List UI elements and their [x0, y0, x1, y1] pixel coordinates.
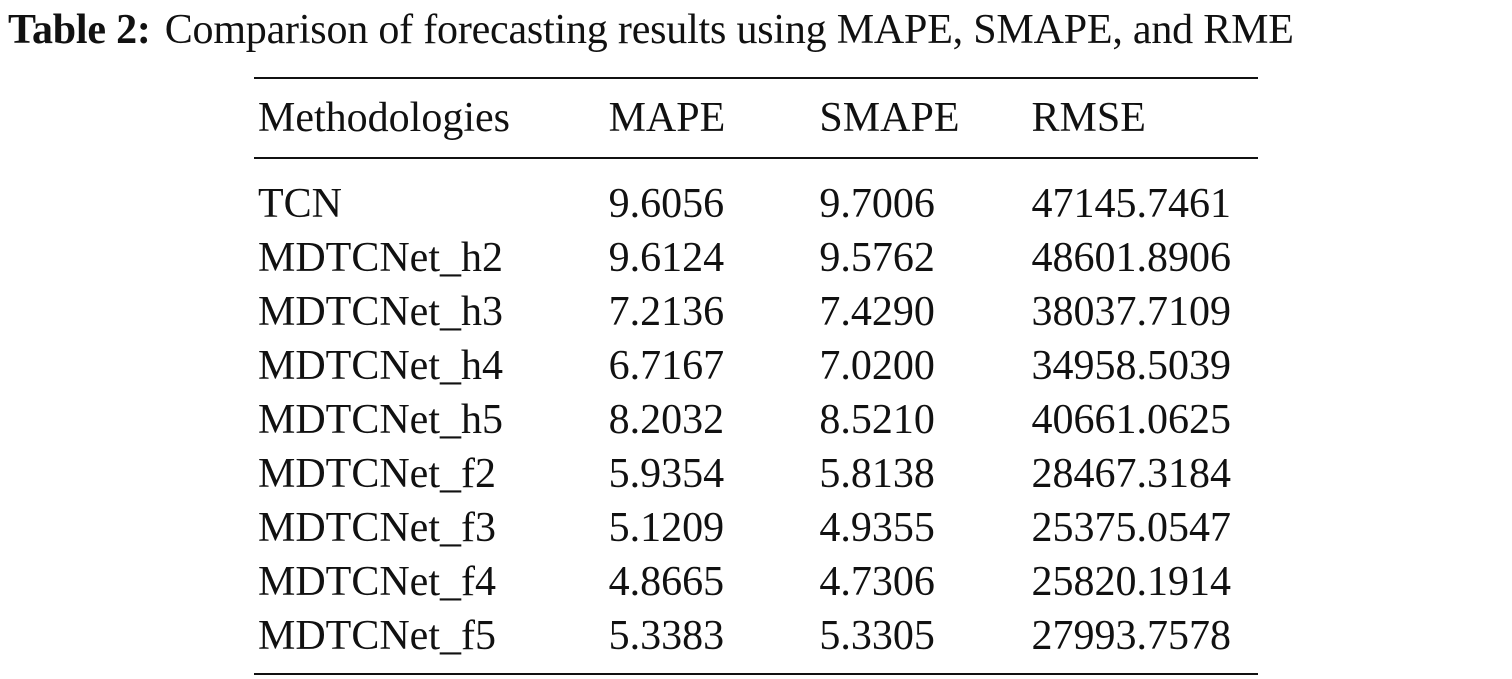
cell-methodology: MDTCNet_h4	[258, 343, 503, 389]
table-row: MDTCNet_f2 5.9354 5.8138 28467.3184	[254, 447, 1258, 501]
table-row: MDTCNet_h2 9.6124 9.5762 48601.8906	[254, 231, 1258, 285]
cell-smape: 9.5762	[819, 235, 935, 281]
cell-rmse: 28467.3184	[1031, 451, 1232, 497]
table-row: MDTCNet_h5 8.2032 8.5210 40661.0625	[254, 393, 1258, 447]
cell-smape: 5.8138	[819, 451, 935, 497]
table-row: MDTCNet_f4 4.8665 4.7306 25820.1914	[254, 555, 1258, 609]
cell-mape: 5.9354	[608, 451, 725, 497]
header-rmse: RMSE	[1031, 95, 1146, 141]
cell-rmse: 40661.0625	[1031, 397, 1232, 443]
cell-mape: 4.8665	[608, 559, 725, 605]
cell-methodology: MDTCNet_f4	[258, 559, 496, 605]
cell-smape: 7.4290	[819, 289, 935, 335]
cell-mape: 6.7167	[608, 343, 725, 389]
table-row: MDTCNet_f5 5.3383 5.3305 27993.7578	[254, 609, 1258, 674]
cell-methodology: TCN	[258, 181, 342, 227]
table-row: MDTCNet_h4 6.7167 7.0200 34958.5039	[254, 339, 1258, 393]
results-table-container: Methodologies MAPE SMAPE RMSE TCN 9.6056…	[254, 77, 1258, 675]
cell-mape: 8.2032	[608, 397, 725, 443]
cell-smape: 4.7306	[819, 559, 935, 605]
cell-smape: 5.3305	[819, 613, 935, 659]
table-row: MDTCNet_f3 5.1209 4.9355 25375.0547	[254, 501, 1258, 555]
header-methodologies: Methodologies	[258, 95, 510, 141]
cell-smape: 7.0200	[819, 343, 935, 389]
cell-rmse: 47145.7461	[1031, 181, 1232, 227]
cell-mape: 5.1209	[608, 505, 725, 551]
cell-rmse: 34958.5039	[1031, 343, 1232, 389]
table-caption-label: Table 2:	[8, 7, 151, 53]
cell-mape: 7.2136	[608, 289, 725, 335]
cell-methodology: MDTCNet_f3	[258, 505, 496, 551]
table-caption: Table 2: Comparison of forecasting result…	[8, 5, 1512, 55]
cell-rmse: 48601.8906	[1031, 235, 1232, 281]
cell-methodology: MDTCNet_h3	[258, 289, 503, 335]
table-caption-text: Comparison of forecasting results using …	[164, 7, 1294, 53]
cell-methodology: MDTCNet_h2	[258, 235, 503, 281]
cell-rmse: 25820.1914	[1031, 559, 1232, 605]
cell-mape: 9.6056	[608, 181, 725, 227]
table-header: Methodologies MAPE SMAPE RMSE	[254, 78, 1258, 158]
header-row: Methodologies MAPE SMAPE RMSE	[254, 78, 1258, 158]
cell-rmse: 27993.7578	[1031, 613, 1232, 659]
cell-rmse: 38037.7109	[1031, 289, 1232, 335]
cell-mape: 9.6124	[608, 235, 725, 281]
cell-mape: 5.3383	[608, 613, 725, 659]
cell-methodology: MDTCNet_h5	[258, 397, 503, 443]
table-row: TCN 9.6056 9.7006 47145.7461	[254, 158, 1258, 231]
table-body: TCN 9.6056 9.7006 47145.7461 MDTCNet_h2 …	[254, 158, 1258, 674]
cell-smape: 8.5210	[819, 397, 935, 443]
table-row: MDTCNet_h3 7.2136 7.4290 38037.7109	[254, 285, 1258, 339]
header-smape: SMAPE	[819, 95, 960, 141]
cell-rmse: 25375.0547	[1031, 505, 1232, 551]
cell-smape: 4.9355	[819, 505, 935, 551]
cell-smape: 9.7006	[819, 181, 935, 227]
results-table: Methodologies MAPE SMAPE RMSE TCN 9.6056…	[254, 77, 1258, 675]
cell-methodology: MDTCNet_f2	[258, 451, 496, 497]
header-mape: MAPE	[608, 95, 726, 141]
cell-methodology: MDTCNet_f5	[258, 613, 496, 659]
